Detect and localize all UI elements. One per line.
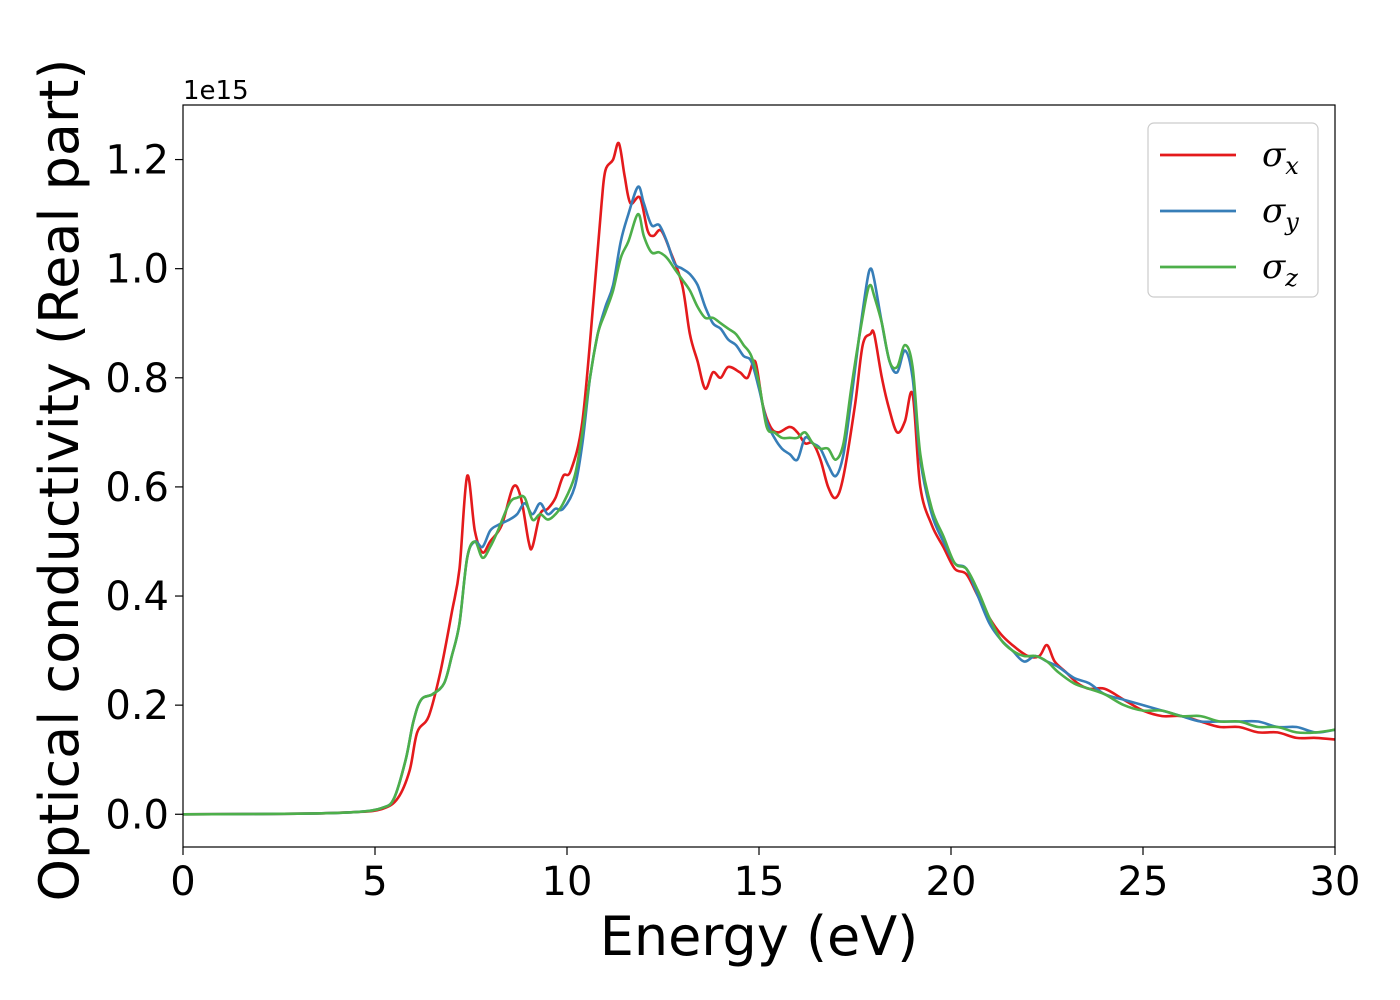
series-line-z	[182, 212, 1336, 816]
y-axis-label: Optical conductivity (Real part)	[28, 59, 91, 902]
legend: σx σy σz	[1147, 122, 1319, 298]
legend-label-y: σy	[1262, 191, 1299, 236]
y-tick-label: 0.2	[105, 683, 169, 729]
legend-label-x: σx	[1262, 135, 1299, 180]
x-tick-label: 30	[1310, 859, 1361, 905]
y-tick-label: 0.4	[105, 574, 169, 620]
y-tick-label: 1.0	[105, 247, 169, 293]
x-axis-ticks: 0 5 10 15 20 25 30	[170, 847, 1360, 905]
y-offset-label: 1e15	[183, 76, 249, 106]
y-tick-label: 0.0	[105, 792, 169, 838]
x-tick-label: 0	[170, 859, 195, 905]
x-axis-label: Energy (eV)	[600, 905, 919, 968]
legend-label-z: σz	[1262, 247, 1298, 292]
series-group	[182, 141, 1336, 816]
y-axis-ticks: 0.0 0.2 0.4 0.6 0.8 1.0 1.2	[105, 138, 183, 838]
x-tick-label: 5	[362, 859, 387, 905]
y-tick-label: 0.6	[105, 465, 169, 511]
y-tick-label: 1.2	[105, 138, 169, 184]
x-tick-label: 25	[1118, 859, 1169, 905]
y-tick-label: 0.8	[105, 356, 169, 402]
x-tick-label: 10	[542, 859, 593, 905]
x-tick-label: 15	[734, 859, 785, 905]
x-tick-label: 20	[926, 859, 977, 905]
